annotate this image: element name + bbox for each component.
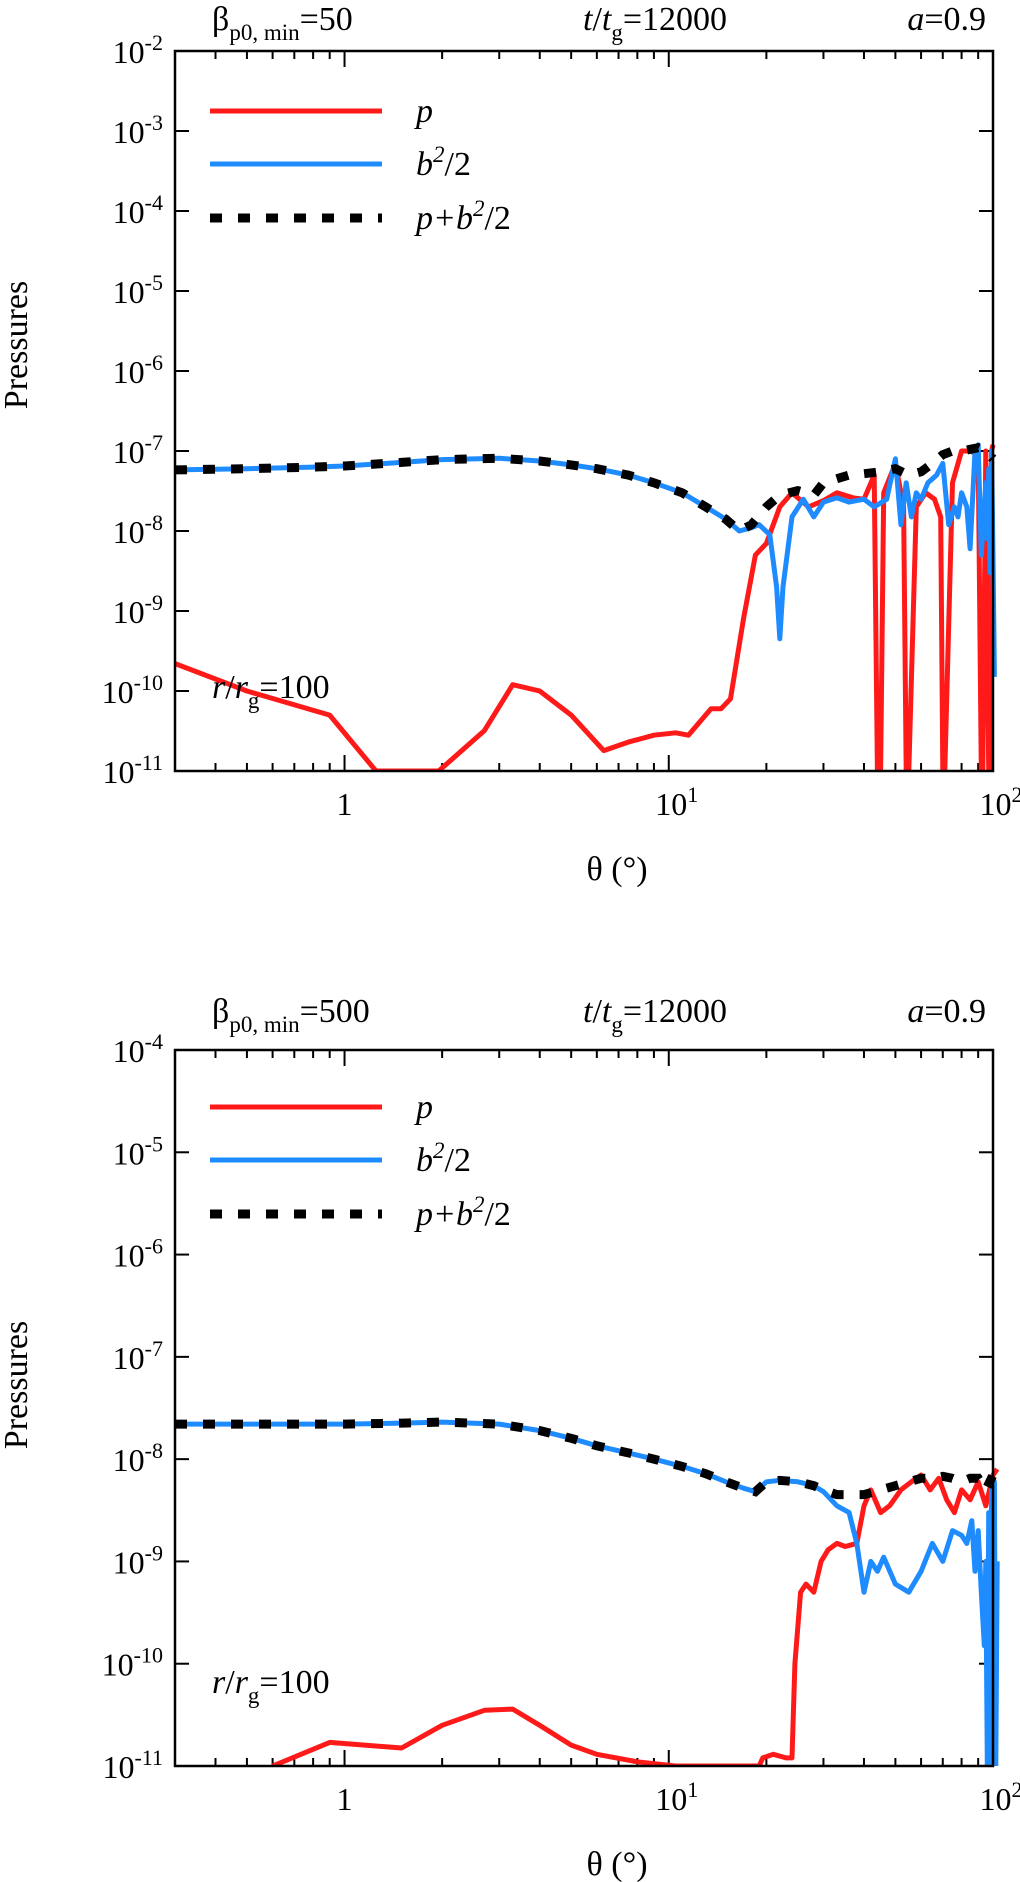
x-tick-label: 1: [337, 1781, 353, 1817]
legend: p b2/2 p+b2/2: [210, 1089, 511, 1233]
svg-text:10-10: 10-10: [102, 670, 163, 710]
y-tick-label: 10-5: [113, 1131, 163, 1171]
y-tick-label: 10-9: [113, 1540, 163, 1580]
y-tick-label: 10-4: [113, 190, 163, 230]
header-time: t/tg=12000: [583, 993, 727, 1037]
y-tick-label: 10-10: [102, 1643, 163, 1683]
legend-label-p: p: [414, 93, 433, 130]
svg-text:10-4: 10-4: [113, 1029, 163, 1069]
y-axis-label: Pressures: [0, 1321, 35, 1449]
series-line-b2: [175, 1419, 1000, 1766]
y-tick-label: 10-11: [102, 750, 163, 790]
y-tick-label: 10-8: [113, 1438, 163, 1478]
x-ticks: 1 101 102: [337, 1777, 1020, 1817]
y-tick-label: 10-10: [102, 670, 163, 710]
svg-text:10-6: 10-6: [113, 350, 163, 390]
svg-text:10-8: 10-8: [113, 510, 163, 550]
x-tick-label: 102: [980, 782, 1020, 822]
plot-frame: [173, 49, 995, 773]
y-tick-label: 10-5: [113, 270, 163, 310]
y-ticks: 10-11 10-10 10-9 10-8 10-7 10-6 10-5 10-…: [102, 30, 163, 790]
header-beta: βp0, min=50: [212, 1, 353, 45]
series-line-total: [175, 1417, 998, 1500]
series-layer: [175, 1417, 1000, 1766]
svg-text:10-9: 10-9: [113, 1540, 163, 1580]
y-tick-label: 10-2: [113, 30, 163, 70]
legend-label-b2: b2/2: [416, 142, 471, 183]
radius-label: r/rg=100: [212, 1664, 330, 1708]
legend-label-b2: b2/2: [416, 1138, 471, 1179]
svg-text:10-7: 10-7: [113, 430, 163, 470]
plot-frame: [173, 1048, 995, 1768]
series-layer: [175, 442, 997, 771]
tick-marks: [174, 1049, 994, 1767]
panel-bottom: βp0, min=500 t/tg=12000 a=0.9 Pressures …: [0, 993, 1020, 1882]
y-tick-label: 10-4: [113, 1029, 163, 1069]
y-axis-label: Pressures: [0, 281, 35, 409]
x-axis-label: θ (°): [586, 851, 647, 888]
series-line-p: [175, 444, 996, 771]
y-tick-label: 10-7: [113, 430, 163, 470]
svg-text:10-8: 10-8: [113, 1438, 163, 1478]
svg-text:10-7: 10-7: [113, 1336, 163, 1376]
header-spin: a=0.9: [907, 993, 986, 1030]
series-line-total: [175, 443, 997, 537]
y-tick-label: 10-11: [102, 1745, 163, 1785]
x-tick-label: 102: [980, 1777, 1020, 1817]
svg-text:10-6: 10-6: [113, 1234, 163, 1274]
svg-text:10-9: 10-9: [113, 590, 163, 630]
x-tick-label: 101: [655, 782, 698, 822]
header-beta: βp0, min=500: [212, 993, 370, 1037]
radius-label: r/rg=100: [212, 669, 330, 713]
x-ticks: 1 101 102: [337, 782, 1020, 822]
y-tick-label: 10-9: [113, 590, 163, 630]
svg-text:10-3: 10-3: [113, 110, 163, 150]
y-ticks: 10-11 10-10 10-9 10-8 10-7 10-6 10-5 10-…: [102, 1029, 163, 1785]
series-line-p: [271, 1467, 1000, 1766]
svg-text:10-5: 10-5: [113, 1131, 163, 1171]
y-tick-label: 10-6: [113, 1234, 163, 1274]
header-spin: a=0.9: [907, 1, 986, 38]
x-tick-label: 101: [655, 1777, 698, 1817]
y-tick-label: 10-3: [113, 110, 163, 150]
svg-text:10-2: 10-2: [113, 30, 163, 70]
y-tick-label: 10-8: [113, 510, 163, 550]
x-tick-label: 1: [337, 786, 353, 822]
svg-text:10-10: 10-10: [102, 1643, 163, 1683]
svg-text:10-11: 10-11: [102, 750, 163, 790]
legend-label-total: p+b2/2: [414, 196, 511, 237]
panel-top: βp0, min=50 t/tg=12000 a=0.9 Pressures θ…: [0, 1, 1020, 888]
svg-text:10-5: 10-5: [113, 270, 163, 310]
y-tick-label: 10-6: [113, 350, 163, 390]
svg-text:10-4: 10-4: [113, 190, 163, 230]
legend-label-total: p+b2/2: [414, 1192, 511, 1233]
svg-text:10-11: 10-11: [102, 1745, 163, 1785]
legend: p b2/2 p+b2/2: [210, 93, 511, 237]
x-axis-label: θ (°): [586, 1846, 647, 1882]
header-time: t/tg=12000: [583, 1, 727, 45]
y-tick-label: 10-7: [113, 1336, 163, 1376]
legend-label-p: p: [414, 1089, 433, 1126]
tick-marks: [174, 50, 994, 772]
